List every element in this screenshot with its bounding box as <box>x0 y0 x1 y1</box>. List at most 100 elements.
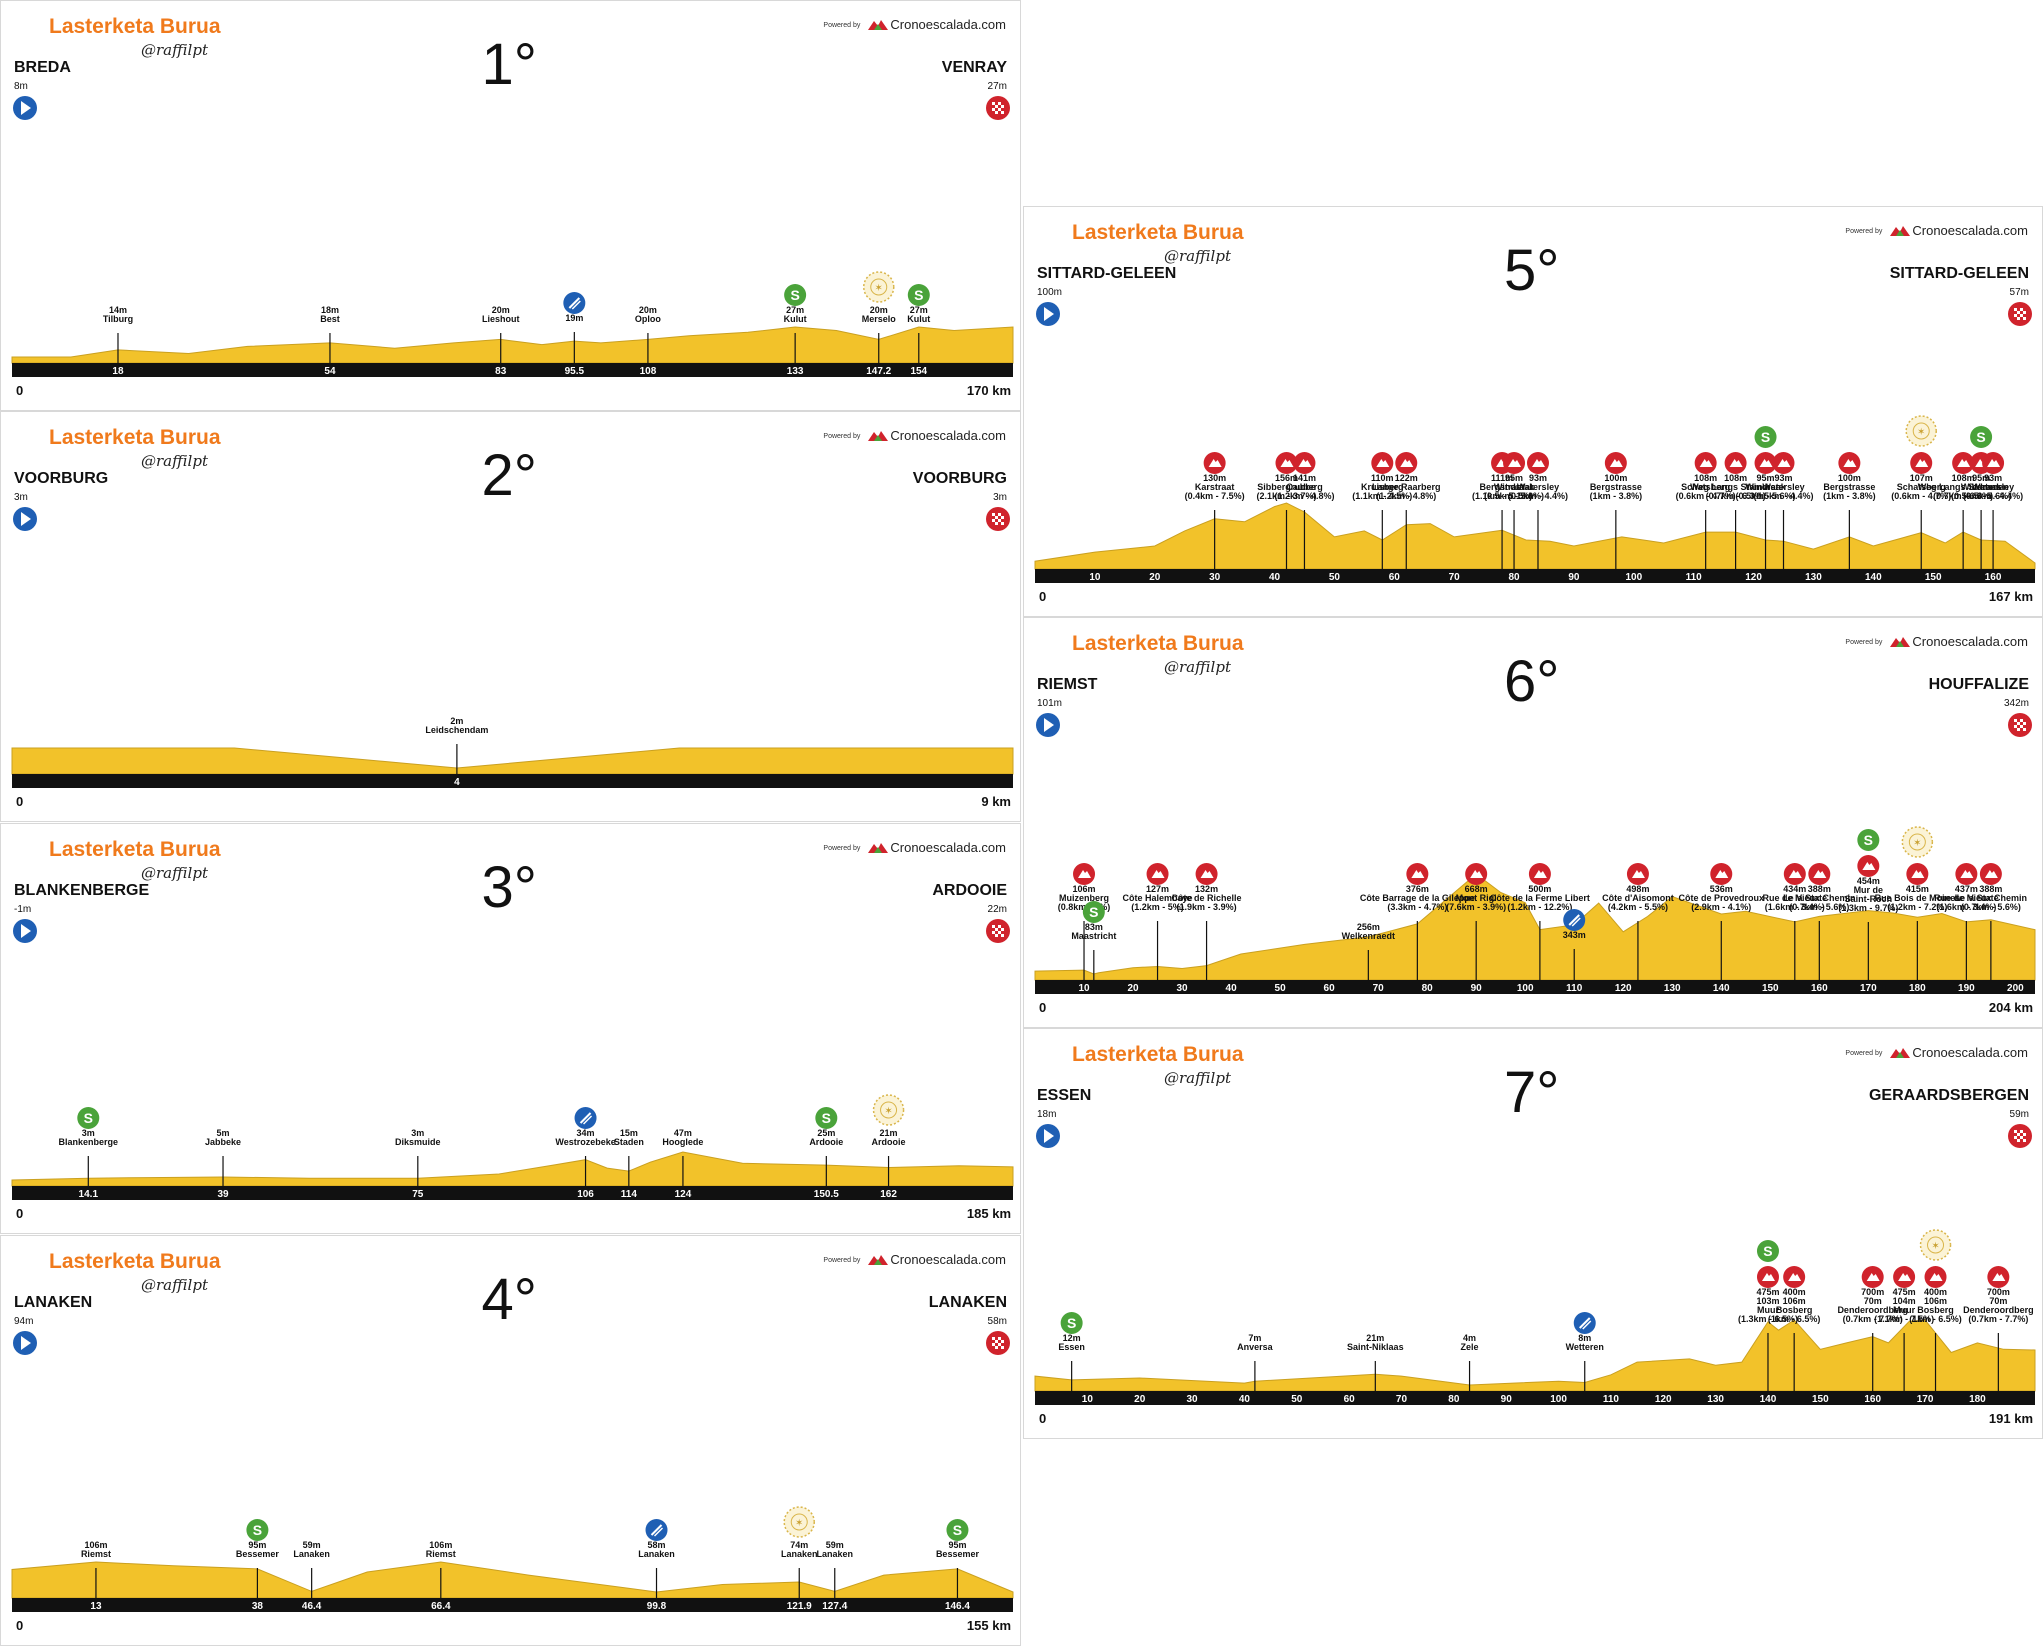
km-tick-label: 146.4 <box>945 1601 970 1612</box>
site-name[interactable]: Cronoescalada.com <box>1912 1045 2028 1060</box>
marker-label: Leidschendam <box>425 725 488 735</box>
start-altitude: -1m <box>14 904 32 915</box>
feed-zone-icon <box>1573 1312 1596 1334</box>
marker-label: Jabbeke <box>205 1137 241 1147</box>
marker-label: Côte de la Ferme Libert <box>1490 893 1590 903</box>
km-bar <box>12 1598 1013 1612</box>
start-city: BLANKENBERGE <box>14 882 150 899</box>
total-distance: 170 km <box>967 383 1011 398</box>
marker-label: 400m <box>1924 1287 1947 1297</box>
km-tick-label: 140 <box>1865 572 1882 583</box>
brand-title: Lasterketa Burua <box>49 1250 221 1273</box>
km-tick-label: 99.8 <box>647 1601 667 1612</box>
site-name[interactable]: Cronoescalada.com <box>1912 223 2028 238</box>
stage-panel-3: Lasterketa Burua @raffilpt Powered by Crono… <box>0 823 1021 1234</box>
marker-label: (2.9km - 4.1%) <box>1691 902 1751 912</box>
elevation-area <box>1034 502 2036 570</box>
bonus-seconds-icon: ✶ <box>862 271 895 303</box>
site-name[interactable]: Cronoescalada.com <box>890 17 1006 32</box>
km-tick-label: 147.2 <box>866 366 891 377</box>
powered-by-label: Powered by <box>823 845 861 853</box>
km-zero: 0 <box>16 1618 23 1633</box>
marker-label: 103m <box>1756 1296 1779 1306</box>
site-name[interactable]: Cronoescalada.com <box>890 1252 1006 1267</box>
km-tick-label: 130 <box>1805 572 1822 583</box>
svg-text:S: S <box>1864 832 1873 848</box>
marker-label: Mur de <box>1854 885 1884 895</box>
finish-city: GERAARDSBERGEN <box>1868 1087 2029 1104</box>
brand-title: Lasterketa Burua <box>1072 221 1244 244</box>
marker-label: 34m <box>577 1128 595 1138</box>
marker-label: (0.7km - 7.7%) <box>1968 1314 2028 1324</box>
stage-panel-5: Lasterketa Burua @raffilpt Powered by Crono… <box>1023 206 2043 617</box>
finish-altitude: 342m <box>2003 698 2029 709</box>
km-tick-label: 70 <box>1396 1394 1408 1405</box>
marker-label: (1.2km - 4.8%) <box>1376 491 1436 501</box>
climb-icon <box>1910 452 1933 474</box>
climb-icon <box>1838 452 1861 474</box>
sprint-icon: S <box>1754 426 1777 448</box>
km-tick-label: 80 <box>1448 1394 1460 1405</box>
feed-zone-icon <box>645 1519 668 1541</box>
km-tick-label: 130 <box>1664 983 1681 994</box>
marker-label: (1.6km - 3.4%) <box>1765 902 1825 912</box>
feed-zone-icon <box>1563 909 1586 931</box>
powered-by: Powered by Cronoescalada.com <box>1845 223 2028 239</box>
marker-label: 475m <box>1893 1287 1916 1297</box>
stage-number: 6° <box>1504 649 1560 714</box>
marker-label: (0.7km - 5.6%) <box>1789 902 1849 912</box>
marker-label: 108m <box>1724 473 1747 483</box>
marker-label: Riemst <box>426 1549 456 1559</box>
marker-label: (1.2km - 4.8%) <box>1274 491 1334 501</box>
km-tick-label: 110 <box>1566 983 1583 994</box>
bonus-seconds-icon: ✶ <box>872 1094 905 1126</box>
km-tick-label: 120 <box>1655 1394 1672 1405</box>
elevation-area <box>11 1561 1014 1599</box>
km-tick-label: 46.4 <box>302 1601 322 1612</box>
marker-label: Weg Langs Stammen <box>1918 482 2009 492</box>
start-play-icon <box>13 96 37 120</box>
finish-flag-icon <box>986 507 1010 531</box>
climb-icon <box>1783 863 1806 885</box>
marker-label: 70m <box>1864 1296 1882 1306</box>
start-play-icon <box>1036 713 1060 737</box>
brand-handle: @raffilpt <box>1164 658 1231 676</box>
km-tick-label: 180 <box>1909 983 1926 994</box>
km-tick-label: 110 <box>1686 572 1703 583</box>
brand-title: Lasterketa Burua <box>1072 632 1244 655</box>
total-distance: 185 km <box>967 1206 1011 1221</box>
site-name[interactable]: Cronoescalada.com <box>890 428 1006 443</box>
km-tick-label: 50 <box>1291 1394 1303 1405</box>
site-name[interactable]: Cronoescalada.com <box>1912 634 2028 649</box>
finish-city: ARDOOIE <box>932 882 1007 899</box>
marker-label: 111m <box>1491 473 1513 483</box>
finish-flag-icon <box>986 919 1010 943</box>
finish-altitude: 27m <box>987 81 1007 92</box>
marker-label: 20m <box>639 305 657 315</box>
bonus-seconds-icon: ✶ <box>1901 826 1934 858</box>
marker-label: (1km - 6.5%) <box>1768 1314 1821 1324</box>
marker-label: Karstraat <box>1195 482 1235 492</box>
mountain-logo-icon <box>868 1253 889 1268</box>
start-altitude: 100m <box>1037 287 1063 298</box>
marker-label: Lieshout <box>482 314 520 324</box>
km-zero: 0 <box>1039 589 1046 604</box>
finish-altitude: 57m <box>2009 287 2029 298</box>
climb-icon <box>1146 863 1169 885</box>
marker-label: Kruisberg <box>1361 482 1404 492</box>
site-name[interactable]: Cronoescalada.com <box>890 840 1006 855</box>
marker-label: Lanaken <box>781 1549 818 1559</box>
climb-icon <box>1861 1266 1884 1288</box>
marker-label: Lange Raarberg <box>1372 482 1441 492</box>
sprint-icon: S <box>1970 426 1993 448</box>
marker-label: 47m <box>674 1128 692 1138</box>
marker-label: Wetteren <box>1566 1342 1604 1352</box>
marker-label: 58m <box>648 1540 666 1550</box>
marker-label: Ardooie <box>809 1137 843 1147</box>
sprint-icon: S <box>815 1107 838 1129</box>
marker-label: 700m <box>1987 1287 2010 1297</box>
marker-label: 74m <box>790 1540 808 1550</box>
stage-number: 2° <box>481 443 537 508</box>
km-tick-label: 95.5 <box>565 366 585 377</box>
start-altitude: 8m <box>14 81 28 92</box>
